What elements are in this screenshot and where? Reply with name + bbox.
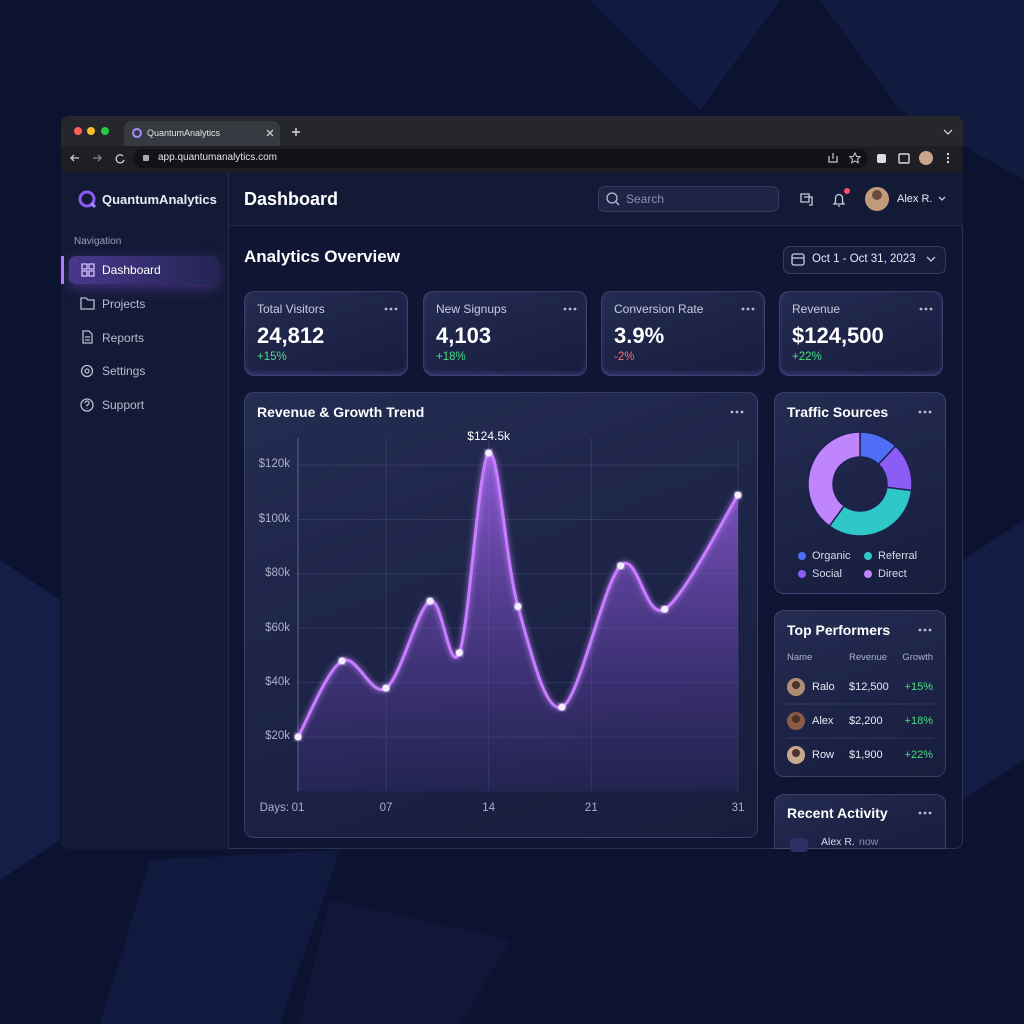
table-header: Growth: [902, 652, 933, 664]
kpi-label: New Signups: [436, 302, 507, 316]
table-cell: +15%: [904, 680, 933, 693]
chart-title: Revenue & Growth Trend: [257, 404, 425, 420]
value-label: $124.5k: [467, 428, 511, 443]
kpi-change: +15%: [257, 351, 287, 364]
nav-item[interactable]: Reports: [102, 330, 145, 345]
url: app.quantumanalytics.com: [158, 152, 277, 163]
legend-label: Social: [812, 567, 842, 580]
kpi-card: [244, 291, 408, 376]
kpi-card: [779, 291, 943, 376]
backdrop: [0, 849, 1024, 1024]
kpi-label: Revenue: [792, 302, 841, 316]
date-picker[interactable]: [783, 246, 946, 274]
activity-user: Alex R.: [821, 835, 855, 848]
kpi-value: 3.9%: [614, 323, 665, 348]
card-title: Top Performers: [787, 622, 891, 638]
nav-item[interactable]: Dashboard: [102, 263, 161, 277]
kpi-change: +18%: [436, 351, 466, 364]
kpi-value: $124,500: [792, 323, 884, 348]
bg-shape: [590, 0, 780, 110]
search-box[interactable]: [598, 186, 779, 212]
legend-label: Referral: [878, 549, 918, 562]
kpi-label: Conversion Rate: [614, 302, 704, 316]
pie-card: [774, 392, 946, 594]
x-axis-label: Days:: [259, 802, 289, 815]
sidebar: [61, 172, 229, 849]
nav-heading: Navigation: [74, 236, 122, 247]
kpi-change: +22%: [792, 351, 822, 364]
table-cell: Ralo: [812, 680, 835, 693]
x-tick-label: 14: [482, 802, 496, 815]
bg-shape: [963, 520, 1024, 800]
legend-label: Direct: [878, 567, 907, 580]
table-cell: $1,900: [849, 748, 883, 761]
y-tick-label: $20k: [265, 730, 290, 743]
legend-label: Organic: [812, 549, 851, 562]
kpi-value: 4,103: [436, 323, 492, 348]
brand: QuantumAnalytics: [102, 191, 217, 207]
y-tick-label: $120k: [258, 458, 290, 471]
table-cell: $12,500: [849, 680, 889, 693]
search-placeholder: Search: [626, 192, 665, 206]
x-tick-label: 31: [731, 802, 745, 815]
kpi-card: [601, 291, 765, 376]
chart-title: Traffic Sources: [787, 404, 889, 420]
y-tick-label: $100k: [258, 512, 290, 525]
x-tick-label: 21: [584, 802, 598, 815]
kpi-change: -2%: [614, 351, 635, 364]
nav-item[interactable]: Projects: [102, 296, 146, 311]
nav-active-bar: [61, 256, 64, 284]
y-tick-label: $60k: [265, 621, 290, 634]
table-cell: +18%: [904, 714, 933, 727]
user-name: Alex R.: [897, 192, 933, 205]
chart-card: [244, 392, 758, 838]
table-cell: $2,200: [849, 714, 883, 727]
section-title: Analytics Overview: [244, 246, 400, 266]
card-title: Recent Activity: [787, 805, 888, 821]
table-cell: Alex: [812, 714, 834, 727]
kpi-label: Total Visitors: [257, 302, 325, 316]
table-header: Name: [787, 652, 813, 664]
table-header: Revenue: [849, 652, 888, 664]
tab-title: QuantumAnalytics: [147, 127, 221, 138]
bg-shape: [0, 560, 60, 880]
nav-item[interactable]: Settings: [102, 364, 146, 379]
kpi-value: 24,812: [257, 323, 325, 348]
table-cell: Row: [812, 748, 835, 761]
address-bar[interactable]: [133, 149, 868, 168]
nav-item[interactable]: Support: [102, 398, 145, 412]
browser-tab[interactable]: [124, 121, 280, 146]
date-range: Oct 1 - Oct 31, 2023: [812, 253, 916, 266]
page-title: Dashboard: [244, 189, 339, 209]
table-cell: +22%: [904, 748, 933, 761]
activity-time: now: [859, 835, 879, 848]
x-tick-label: 07: [379, 802, 393, 815]
y-tick-label: $40k: [265, 675, 290, 688]
y-tick-label: $80k: [265, 567, 290, 580]
kpi-card: [423, 291, 587, 376]
x-tick-label: 01: [291, 802, 305, 815]
top-header: [229, 172, 963, 226]
